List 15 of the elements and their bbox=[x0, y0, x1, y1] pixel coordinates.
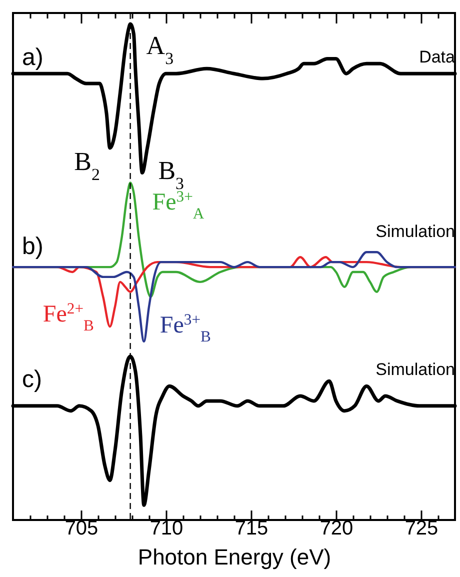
x-tick-label: 705 bbox=[64, 518, 98, 540]
series-label: Data bbox=[419, 48, 456, 67]
annotation: A$_{3}$ bbox=[146, 31, 174, 68]
x-tick-label: 720 bbox=[320, 518, 354, 540]
annotation: c) bbox=[22, 366, 42, 393]
annotation: b) bbox=[22, 233, 44, 260]
x-tick-label: 710 bbox=[150, 518, 184, 540]
annotation: a) bbox=[22, 44, 44, 71]
x-tick-label: 715 bbox=[234, 518, 268, 540]
x-axis-title: Photon Energy (eV) bbox=[138, 544, 332, 570]
annotation: Simulation bbox=[376, 222, 455, 241]
series-label: Simulation bbox=[376, 360, 455, 379]
annotation: B$_{3}$ bbox=[158, 156, 184, 192]
annotation: B$_{2}$ bbox=[74, 147, 100, 184]
x-tick-label: 725 bbox=[404, 518, 438, 540]
